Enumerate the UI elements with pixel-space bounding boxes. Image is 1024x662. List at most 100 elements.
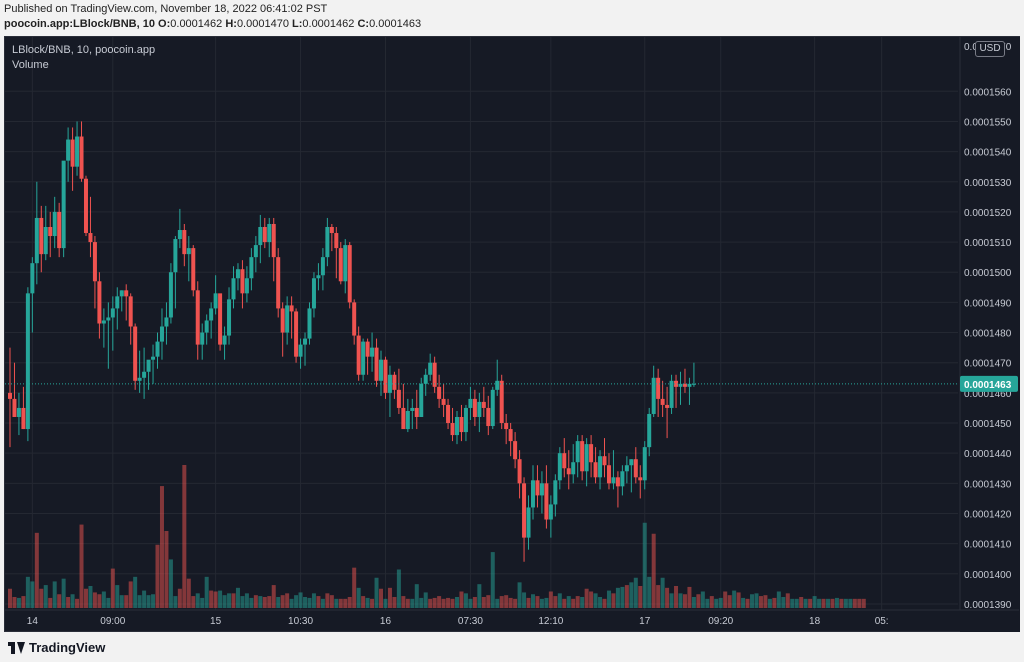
candle-body bbox=[589, 444, 594, 463]
candle-body bbox=[106, 317, 111, 321]
candle bbox=[517, 450, 522, 499]
volume-bar bbox=[356, 587, 361, 608]
candle bbox=[168, 263, 173, 324]
volume-bar bbox=[280, 595, 285, 608]
candle-body bbox=[155, 341, 160, 357]
candle bbox=[303, 332, 308, 366]
volume-bar bbox=[285, 593, 290, 608]
volume-bar bbox=[267, 596, 272, 608]
volume-bar bbox=[329, 595, 334, 608]
volume-bar bbox=[124, 595, 129, 608]
grid-lines bbox=[5, 37, 958, 610]
candle-body bbox=[249, 257, 254, 279]
candle bbox=[227, 287, 232, 345]
candle-body bbox=[101, 320, 106, 324]
candle-body bbox=[370, 347, 375, 357]
candle-body bbox=[414, 407, 419, 417]
candle-body bbox=[133, 326, 138, 381]
volume-bar bbox=[530, 594, 535, 608]
currency-button[interactable]: USD bbox=[975, 41, 1005, 57]
candle-body bbox=[562, 453, 567, 469]
candle bbox=[490, 386, 495, 430]
candle-body bbox=[374, 347, 379, 381]
candle bbox=[191, 245, 196, 297]
tradingview-logo-icon bbox=[8, 641, 25, 654]
candle bbox=[320, 248, 325, 291]
volume-bar bbox=[826, 598, 831, 608]
price-axis: 0.0001560 0.0001550 0.0001540 0.0001530 0.00… bbox=[959, 37, 1020, 632]
volume-bar bbox=[656, 585, 661, 608]
volume-bar bbox=[499, 596, 504, 608]
candle-body bbox=[115, 296, 120, 309]
candle bbox=[334, 226, 339, 279]
candle bbox=[669, 374, 674, 414]
candle-body bbox=[173, 239, 178, 273]
candle-body bbox=[343, 245, 348, 282]
candle-body bbox=[508, 429, 513, 442]
volume-bar bbox=[110, 568, 115, 608]
candle-body bbox=[177, 230, 182, 240]
volume-bar bbox=[602, 598, 607, 608]
volume-bar bbox=[146, 595, 151, 608]
candle-body bbox=[146, 359, 151, 372]
volume-bar bbox=[513, 598, 518, 608]
volume-bar bbox=[365, 597, 370, 608]
volume-bar bbox=[276, 597, 281, 608]
candle bbox=[499, 374, 504, 430]
candle bbox=[177, 208, 182, 249]
volume-bar bbox=[674, 586, 679, 608]
candle-body bbox=[142, 371, 147, 378]
candle bbox=[691, 362, 696, 387]
volume-bar bbox=[799, 597, 804, 608]
candle-body bbox=[638, 477, 643, 481]
volume-bar bbox=[571, 598, 576, 608]
price-axis-label: 0.0001390 bbox=[964, 600, 1012, 611]
published-info: Published on TradingView.com, November 1… bbox=[4, 3, 328, 15]
volume-bar bbox=[633, 577, 638, 608]
candle bbox=[566, 450, 571, 490]
candle-body bbox=[298, 344, 303, 357]
candle-body bbox=[674, 380, 679, 387]
candle-body bbox=[611, 477, 616, 484]
candle-body bbox=[151, 356, 156, 360]
volume-bar bbox=[615, 587, 620, 608]
volume-bar bbox=[75, 598, 80, 608]
candle-body bbox=[468, 398, 473, 408]
volume-bar bbox=[548, 591, 553, 608]
price-axis-label: 0.0001530 bbox=[964, 178, 1012, 189]
candle bbox=[164, 302, 169, 345]
candle-body bbox=[8, 392, 12, 399]
chart-panel[interactable] bbox=[4, 36, 1020, 632]
candle-body bbox=[530, 480, 535, 508]
candle-body bbox=[200, 332, 205, 345]
candle bbox=[88, 196, 93, 258]
candle-body bbox=[477, 401, 482, 417]
volume-bar bbox=[320, 598, 325, 608]
candle bbox=[70, 127, 75, 191]
volume-bar bbox=[43, 585, 48, 608]
volume-bar bbox=[441, 598, 446, 608]
candle-body bbox=[642, 447, 647, 481]
candle-body bbox=[606, 465, 611, 484]
candle-body bbox=[320, 257, 325, 276]
volume-bar bbox=[772, 597, 777, 608]
tradingview-logo[interactable]: TradingView bbox=[8, 640, 105, 655]
last-price-label: 0.0001463 bbox=[964, 380, 1012, 391]
candle bbox=[79, 121, 84, 182]
candle bbox=[97, 272, 102, 339]
volume-bar bbox=[343, 598, 348, 608]
candle bbox=[307, 302, 312, 345]
volume-bar bbox=[195, 593, 200, 608]
candle bbox=[289, 296, 294, 339]
candle bbox=[142, 347, 147, 399]
candle bbox=[472, 389, 477, 427]
candle-body bbox=[285, 305, 290, 333]
time-axis-label: 17 bbox=[639, 616, 651, 627]
candle bbox=[486, 395, 491, 436]
candle bbox=[159, 308, 164, 360]
candle bbox=[624, 456, 629, 484]
candle-body bbox=[669, 380, 674, 408]
price-axis-label: 0.0001480 bbox=[964, 329, 1012, 340]
ohlc-close: 0.0001463 bbox=[369, 18, 422, 30]
